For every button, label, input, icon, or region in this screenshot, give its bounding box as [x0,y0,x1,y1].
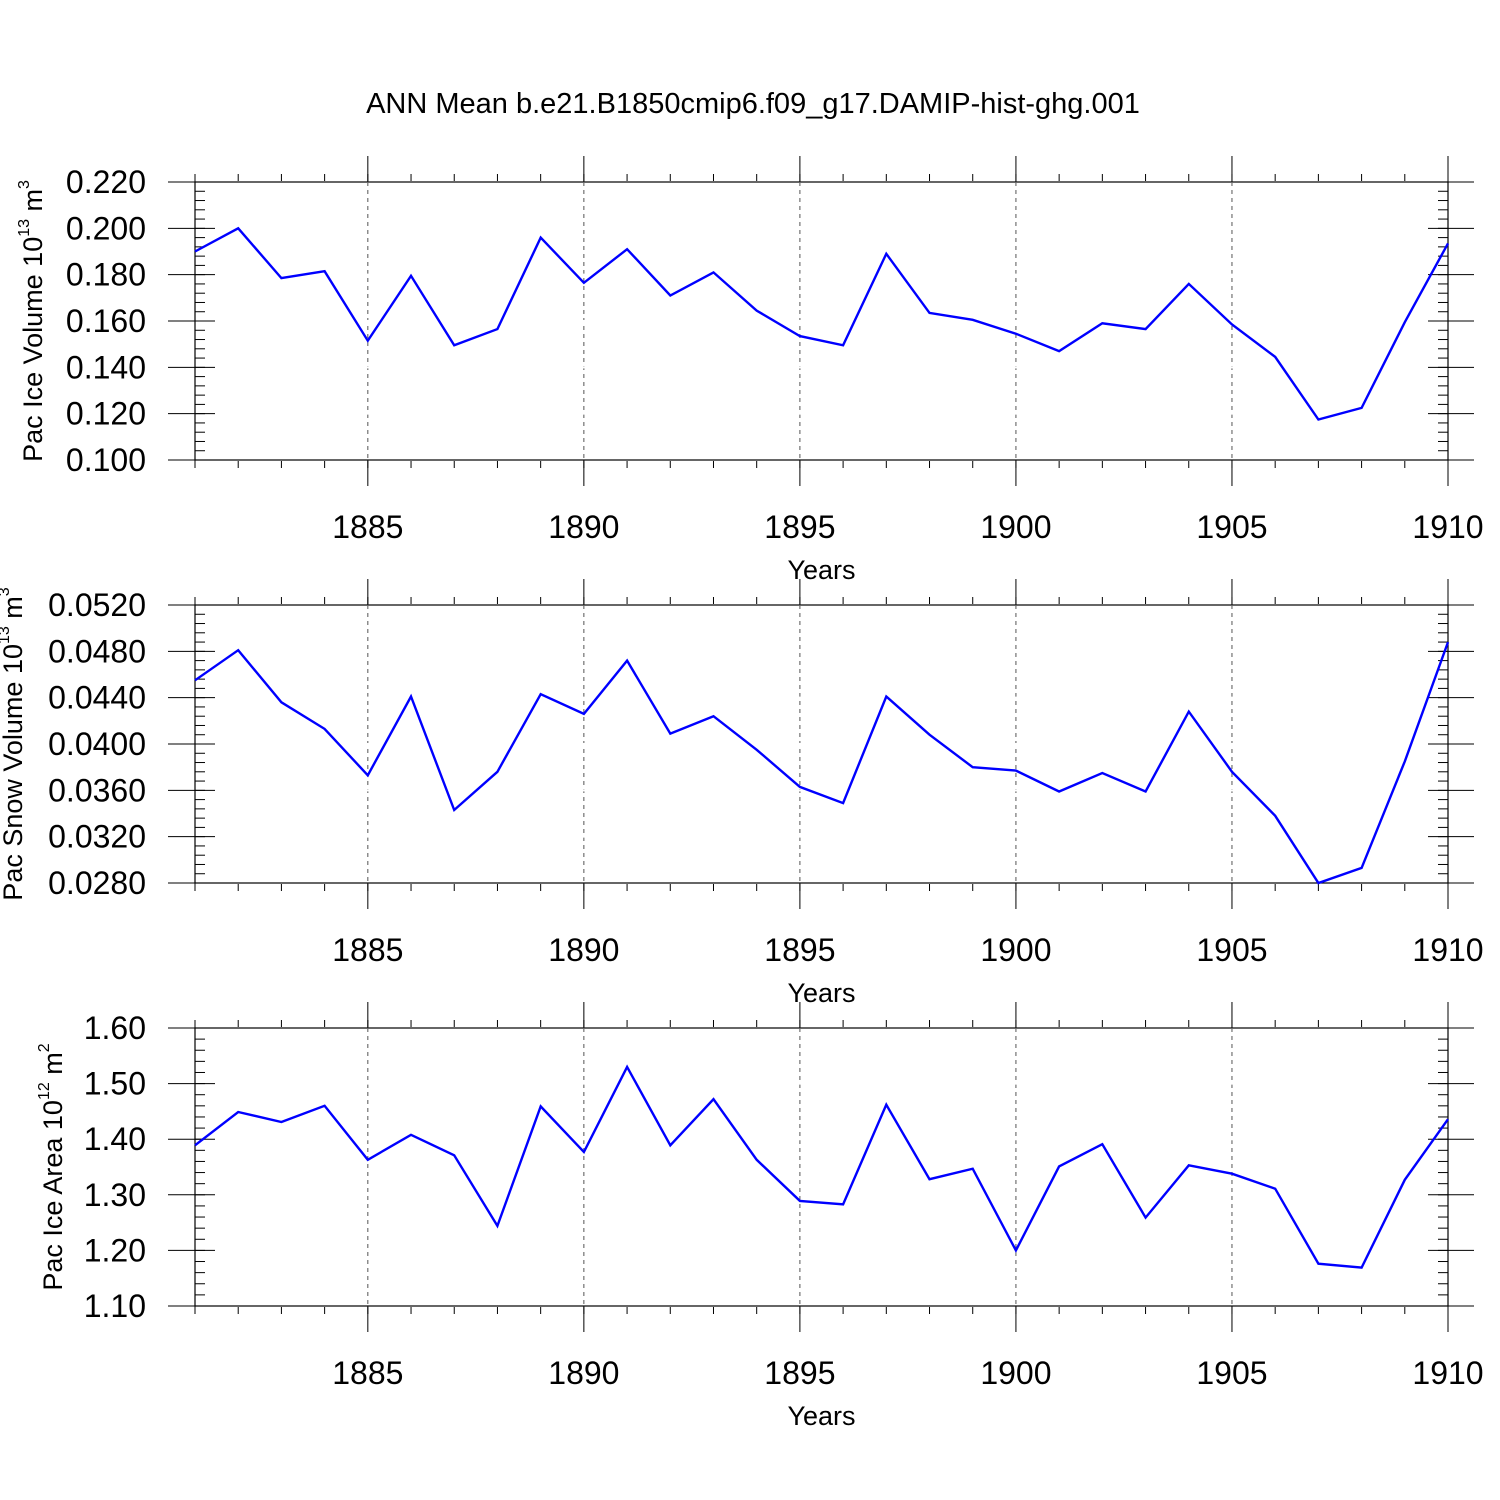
x-tick-label: 1895 [764,932,835,968]
y-axis-label-unit-exponent: 3 [16,180,33,189]
x-tick-label: 1890 [548,1355,619,1391]
minor-ticks [194,1020,1449,1314]
x-tick-label: 1885 [332,1355,403,1391]
y-tick-label: 0.100 [66,442,146,478]
y-tick-label: 0.200 [66,210,146,246]
x-tick-label: 1900 [980,932,1051,968]
y-axis-label-unit: m [18,189,48,212]
y-tick-labels: 1.10 1.20 1.30 1.40 1.50 1.60 [84,1010,146,1324]
x-tick-label: 1890 [548,509,619,545]
plot-frame [194,604,1449,884]
y-tick-label: 0.140 [66,349,146,385]
y-tick-label: 1.10 [84,1288,146,1324]
major-ticks [168,1002,1474,1332]
y-tick-labels: 0.0280 0.0320 0.0360 0.0400 0.0440 0.0480 0.05… [48,587,146,901]
panel-snow-volume: 0.0280 0.0320 0.0360 0.0400 0.0440 0.0480 0.05… [0,579,1484,1008]
y-tick-label: 0.0320 [48,819,146,855]
x-tick-label: 1895 [764,1355,835,1391]
y-axis-label-prefix: Pac Ice Volume 10 [18,237,48,462]
y-axis-label-unit-exponent: 2 [36,1043,53,1052]
y-axis-label-exponent: 13 [0,626,13,644]
y-tick-label: 0.0520 [48,587,146,623]
panel-ice-volume: 0.100 0.120 0.140 0.160 0.180 0.200 0.220 1885… [16,156,1484,585]
x-tick-labels: 1885 1890 1895 1900 1905 1910 [332,509,1483,545]
x-tick-label: 1900 [980,509,1051,545]
plot-frame [194,181,1449,461]
x-tick-label: 1910 [1412,932,1483,968]
y-tick-label: 1.60 [84,1010,146,1046]
y-tick-labels: 0.100 0.120 0.140 0.160 0.180 0.200 0.220 [66,164,146,478]
y-axis-label-prefix: Pac Snow Volume 10 [0,644,28,901]
series-line-ice-area [194,1064,1449,1269]
x-tick-label: 1905 [1196,509,1267,545]
y-axis-label-unit: m [0,596,28,619]
x-axis-label: Years [787,1401,855,1431]
figure-title: ANN Mean b.e21.B1850cmip6.f09_g17.DAMIP-… [366,88,1140,120]
y-tick-label: 0.220 [66,164,146,200]
y-axis-label: Pac Ice Volume 1013 m3 [16,180,48,462]
y-tick-label: 0.120 [66,396,146,432]
y-axis-label-unit-exponent: 3 [0,587,13,596]
plot-frame [194,1027,1449,1307]
panel-ice-area: 1.10 1.20 1.30 1.40 1.50 1.60 1885 1890 1895 190… [36,1002,1484,1431]
y-tick-label: 0.0280 [48,865,146,901]
grid-lines [367,1028,1233,1306]
y-axis-label-exponent: 13 [16,219,33,237]
major-ticks [168,156,1474,486]
y-tick-label: 1.20 [84,1232,146,1268]
x-tick-label: 1910 [1412,509,1483,545]
x-tick-label: 1895 [764,509,835,545]
x-tick-label: 1910 [1412,1355,1483,1391]
x-tick-label: 1905 [1196,1355,1267,1391]
x-tick-labels: 1885 1890 1895 1900 1905 1910 [332,1355,1483,1391]
x-axis-label: Years [787,555,855,585]
y-axis-label: Pac Ice Area 1012 m2 [36,1043,68,1290]
y-tick-label: 0.0400 [48,726,146,762]
y-tick-label: 1.40 [84,1121,146,1157]
y-tick-label: 0.160 [66,303,146,339]
x-tick-label: 1885 [332,509,403,545]
y-axis-label-prefix: Pac Ice Area 10 [38,1100,68,1291]
major-ticks [168,579,1474,909]
y-tick-label: 0.0480 [48,633,146,669]
x-axis-label: Years [787,978,855,1008]
y-tick-label: 1.50 [84,1066,146,1102]
y-tick-label: 0.0440 [48,680,146,716]
x-tick-label: 1900 [980,1355,1051,1391]
x-tick-label: 1905 [1196,932,1267,968]
x-tick-label: 1890 [548,932,619,968]
series-line-snow-volume [194,641,1450,885]
series-line-ice-volume [194,226,1450,421]
y-axis-label: Pac Snow Volume 1013 m3 [0,587,28,900]
y-axis-label-exponent: 12 [36,1082,53,1100]
minor-ticks [194,174,1449,468]
y-tick-label: 0.180 [66,257,146,293]
y-tick-label: 1.30 [84,1177,146,1213]
y-axis-label-unit: m [38,1052,68,1075]
x-tick-labels: 1885 1890 1895 1900 1905 1910 [332,932,1483,968]
x-tick-label: 1885 [332,932,403,968]
y-tick-label: 0.0360 [48,772,146,808]
